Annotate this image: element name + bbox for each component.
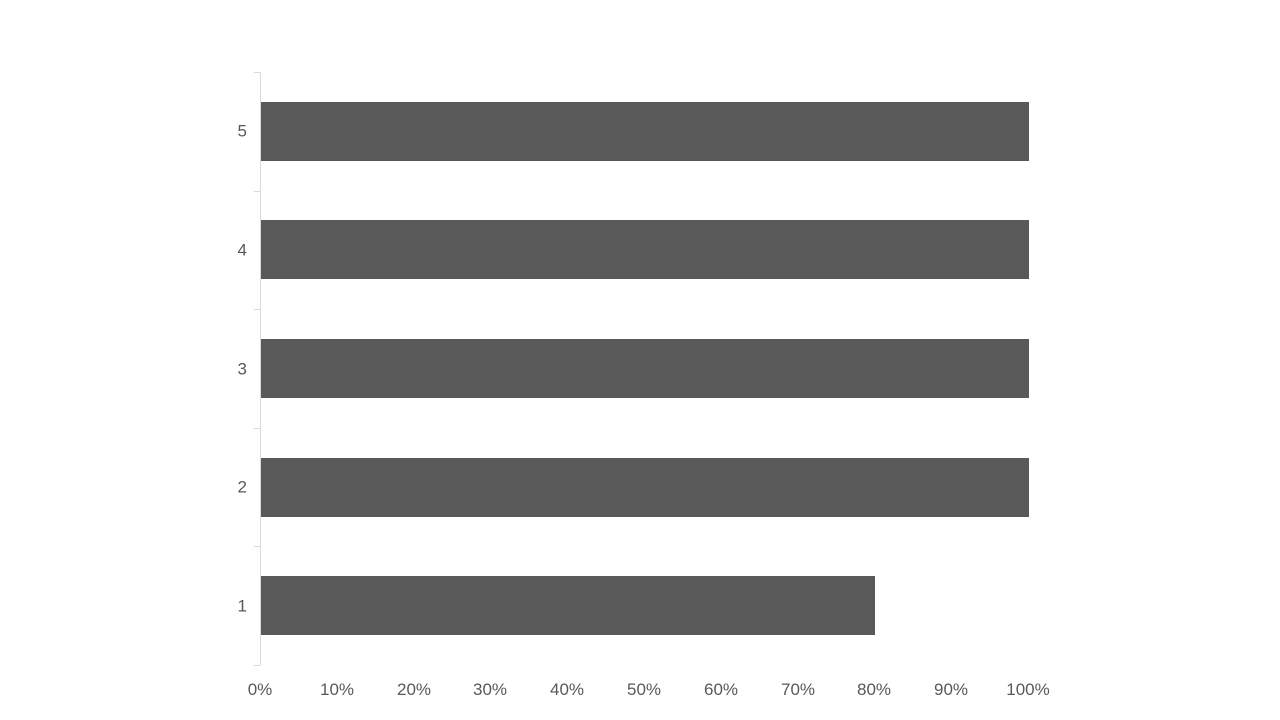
y-axis-line: [260, 72, 261, 665]
x-axis-label-80pct: 80%: [856, 680, 892, 699]
y-axis-tick: [254, 428, 260, 429]
bar-category-3: [261, 339, 1029, 398]
y-axis-tick: [254, 546, 260, 547]
x-axis-label-50pct: 50%: [626, 680, 662, 699]
bar-category-5: [261, 102, 1029, 161]
x-axis-label-100pct: 100%: [1006, 680, 1050, 699]
y-axis-label-3: 3: [237, 359, 247, 379]
y-axis-label-5: 5: [237, 121, 247, 141]
y-axis-tick: [254, 309, 260, 310]
y-axis-label-2: 2: [237, 477, 247, 497]
y-axis-tick: [254, 191, 260, 192]
y-axis-tick: [254, 665, 260, 666]
y-axis-label-1: 1: [237, 596, 247, 616]
bar-category-2: [261, 458, 1029, 517]
bar-category-1: [261, 576, 875, 635]
bar-category-4: [261, 220, 1029, 279]
y-axis-label-4: 4: [237, 240, 247, 260]
x-axis-label-90pct: 90%: [933, 680, 969, 699]
x-axis-label-40pct: 40%: [549, 680, 585, 699]
x-axis-label-70pct: 70%: [780, 680, 816, 699]
x-axis-label-20pct: 20%: [396, 680, 432, 699]
x-axis-label-60pct: 60%: [703, 680, 739, 699]
y-axis-tick: [254, 72, 260, 73]
x-axis-label-10pct: 10%: [319, 680, 355, 699]
x-axis-label-0pct: 0%: [247, 680, 273, 699]
x-axis-label-30pct: 30%: [472, 680, 508, 699]
